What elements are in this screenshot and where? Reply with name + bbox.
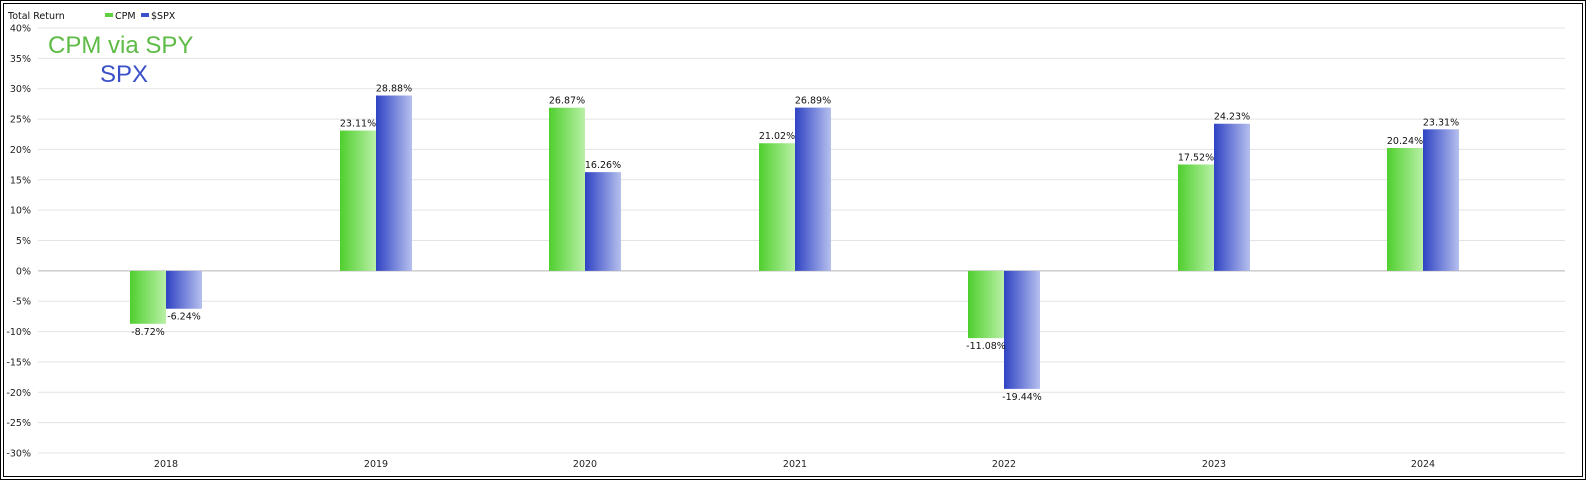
y-tick-label: -10% bbox=[6, 327, 31, 338]
x-tick-label: 2022 bbox=[992, 459, 1016, 470]
y-tick-label: 40% bbox=[10, 24, 31, 35]
data-label: 16.26% bbox=[585, 160, 621, 171]
y-tick-label: -25% bbox=[6, 418, 31, 429]
y-tick-label: -5% bbox=[13, 297, 32, 308]
y-tick-label: 35% bbox=[10, 54, 31, 65]
bars bbox=[130, 95, 1459, 389]
bar-cpm-2019 bbox=[340, 130, 376, 271]
bar-cpm-2020 bbox=[549, 107, 585, 271]
bar-cpm-2018 bbox=[130, 270, 166, 324]
bar-cpm-2022 bbox=[968, 270, 1004, 339]
data-label: 24.23% bbox=[1214, 112, 1250, 123]
legend-label-cpm: CPM bbox=[115, 11, 136, 22]
data-label: -8.72% bbox=[131, 327, 165, 338]
x-tick-label: 2019 bbox=[364, 459, 388, 470]
x-tick-label: 2020 bbox=[573, 459, 597, 470]
y-tick-label: 10% bbox=[10, 206, 31, 217]
y-tick-label: 30% bbox=[10, 84, 31, 95]
data-label: -11.08% bbox=[966, 341, 1006, 352]
data-label: 20.24% bbox=[1387, 136, 1423, 147]
bar-cpm-2024 bbox=[1387, 147, 1423, 271]
data-label: -19.44% bbox=[1002, 392, 1042, 403]
data-label: 23.11% bbox=[340, 119, 376, 130]
x-tick-label: 2023 bbox=[1202, 459, 1226, 470]
data-label: 23.31% bbox=[1423, 117, 1459, 128]
bar-spx-2019 bbox=[376, 95, 412, 271]
x-tick-label: 2024 bbox=[1411, 459, 1435, 470]
x-tick-label: 2018 bbox=[154, 459, 178, 470]
bar-spx-2018 bbox=[166, 270, 202, 309]
bar-spx-2021 bbox=[795, 107, 831, 271]
chart-inner-border bbox=[3, 3, 1583, 477]
data-label: 17.52% bbox=[1178, 152, 1214, 163]
annotation-spx: SPX bbox=[100, 61, 148, 88]
data-labels: -8.72%-6.24% 23.11% 28.88% 26.87% 16.26% 21.0… bbox=[131, 84, 1459, 403]
bar-spx-2020 bbox=[585, 172, 621, 271]
data-label: 21.02% bbox=[759, 131, 795, 142]
data-label: 28.88% bbox=[376, 84, 412, 95]
y-tick-label: 15% bbox=[10, 175, 31, 186]
bar-cpm-2021 bbox=[759, 143, 795, 271]
chart-title: Total Return bbox=[7, 11, 65, 22]
bar-spx-2023 bbox=[1214, 123, 1250, 271]
legend-swatch-spx bbox=[141, 13, 149, 17]
bar-cpm-2023 bbox=[1178, 164, 1214, 271]
y-tick-label: 5% bbox=[16, 236, 31, 247]
y-axis: 40% 35% 30% 25% 20% 15% 10% 5% 0% -5% -10% -15% -20%… bbox=[6, 24, 31, 460]
data-label: 26.89% bbox=[795, 96, 831, 107]
x-axis: 2018 2019 2020 2021 2022 2023 2024 bbox=[154, 459, 1435, 470]
y-tick-label: -30% bbox=[6, 449, 31, 460]
y-tick-label: -20% bbox=[6, 388, 31, 399]
data-label: 26.87% bbox=[549, 96, 585, 107]
data-label: -6.24% bbox=[167, 312, 201, 323]
legend-swatch-cpm bbox=[105, 13, 113, 17]
y-tick-label: 20% bbox=[10, 145, 31, 156]
y-tick-label: 0% bbox=[16, 266, 31, 277]
annotation-cpm-via-spy: CPM via SPY bbox=[48, 32, 193, 59]
legend-label-spx: $SPX bbox=[151, 11, 176, 22]
bar-spx-2022 bbox=[1004, 270, 1040, 389]
y-tick-label: -15% bbox=[6, 357, 31, 368]
bar-spx-2024 bbox=[1423, 129, 1459, 271]
x-tick-label: 2021 bbox=[783, 459, 807, 470]
y-tick-label: 25% bbox=[10, 115, 31, 126]
